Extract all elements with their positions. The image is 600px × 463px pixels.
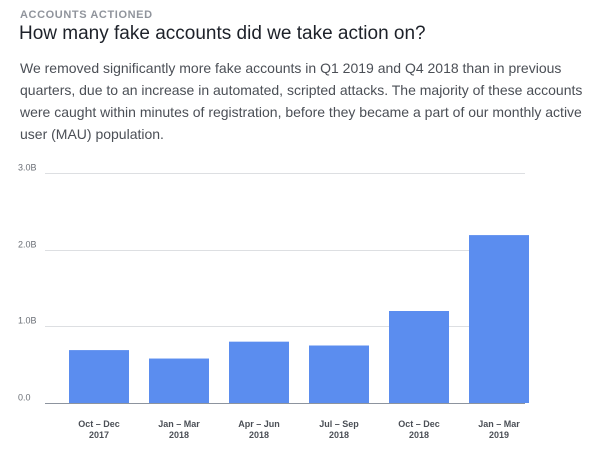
bar — [149, 358, 209, 403]
y-tick-label: 0.0 — [18, 393, 31, 403]
chart-description: We removed significantly more fake accou… — [20, 60, 583, 142]
x-tick-label: Apr – Jun — [238, 419, 280, 429]
x-tick-label: Jan – Mar — [478, 419, 520, 429]
bar — [229, 341, 289, 403]
section-eyebrow: ACCOUNTS ACTIONED — [20, 9, 153, 21]
bar — [69, 350, 129, 403]
bar — [309, 345, 369, 403]
page-title: How many fake accounts did we take actio… — [19, 23, 426, 44]
x-tick-label: 2019 — [489, 430, 509, 440]
x-tick-label: 2018 — [249, 430, 269, 440]
bar — [389, 311, 449, 403]
bar — [469, 235, 529, 403]
x-tick-label: Jan – Mar — [158, 419, 200, 429]
x-tick-label: Jul – Sep — [319, 419, 359, 429]
y-tick-label: 3.0B — [18, 163, 37, 173]
x-tick-label: 2018 — [409, 430, 429, 440]
x-tick-label: 2018 — [329, 430, 349, 440]
y-tick-label: 2.0B — [18, 240, 37, 250]
x-tick-label: Oct – Dec — [398, 419, 440, 429]
x-tick-label: 2017 — [89, 430, 109, 440]
x-tick-label: Oct – Dec — [78, 419, 120, 429]
y-tick-label: 1.0B — [18, 316, 37, 326]
x-tick-label: 2018 — [169, 430, 189, 440]
